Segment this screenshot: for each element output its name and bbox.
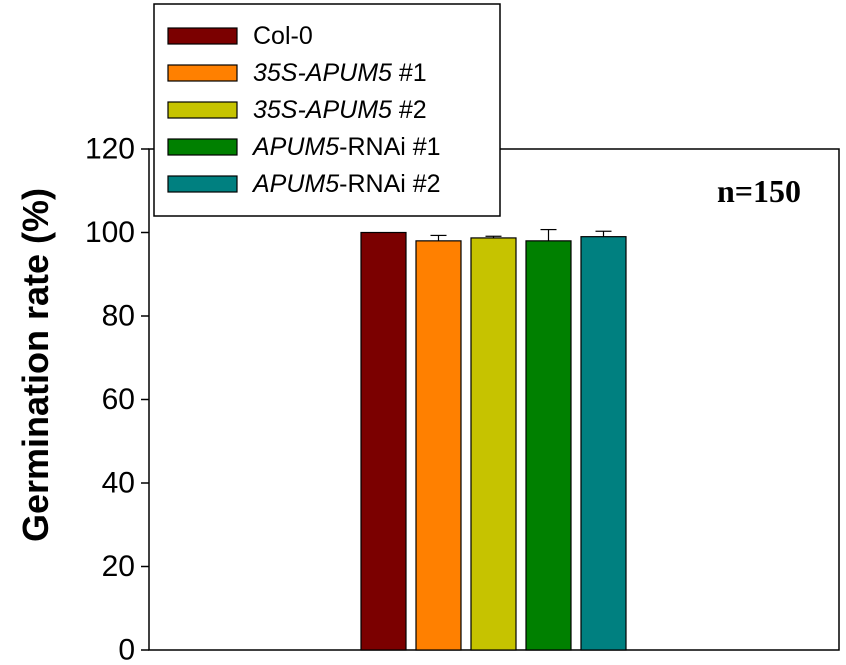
legend-label-2: 35S-APUM5 #1	[253, 59, 427, 87]
y-axis-label: Germination rate (%)	[15, 188, 56, 542]
y-tick-label: 0	[118, 634, 135, 665]
legend: Col-0 35S-APUM5 #1 35S-APUM5 #2 APUM5-RNAi …	[153, 3, 501, 217]
legend-label-5: APUM5-RNAi #2	[251, 170, 441, 198]
bar-4	[525, 240, 572, 651]
legend-swatch-2	[167, 64, 238, 82]
legend-swatch-3	[167, 101, 238, 119]
legend-swatch-1	[167, 27, 238, 45]
bar-1	[360, 231, 407, 651]
legend-label-1: Col-0	[253, 22, 313, 50]
legend-label-4: APUM5-RNAi #1	[251, 133, 441, 161]
y-tick-label: 100	[85, 216, 135, 249]
bar-3	[470, 237, 517, 651]
bar-2	[415, 240, 462, 651]
y-tick-label: 80	[102, 300, 135, 333]
bar-5	[580, 236, 627, 651]
legend-swatch-4	[167, 138, 238, 156]
y-axis: 0 20 40 60 80 100 120	[85, 133, 149, 665]
legend-label-3: 35S-APUM5 #2	[253, 96, 427, 124]
y-tick-label: 40	[102, 467, 135, 500]
y-tick-label: 120	[85, 133, 135, 166]
y-tick-label: 60	[102, 383, 135, 416]
sample-size-annotation: n=150	[717, 173, 801, 209]
legend-swatch-5	[167, 175, 238, 193]
y-tick-label: 20	[102, 550, 135, 583]
plot-area	[148, 148, 840, 651]
